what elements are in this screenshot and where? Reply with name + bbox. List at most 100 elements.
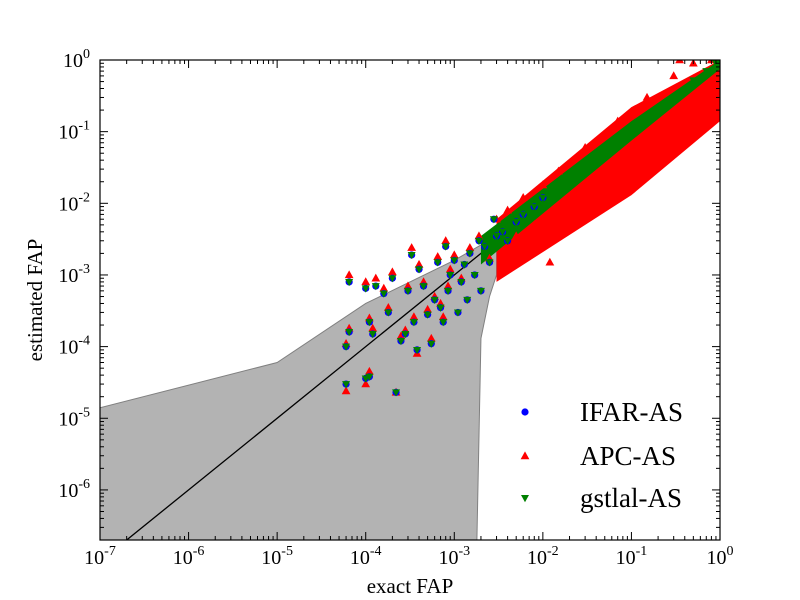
legend-label: IFAR-AS <box>580 397 683 427</box>
gstlal-AS-point <box>409 319 418 327</box>
y-tick-label: 100 <box>63 47 90 72</box>
APC-AS-point <box>396 331 406 340</box>
dense-point-mass <box>480 60 720 282</box>
x-tick-label: 10-6 <box>173 544 205 569</box>
gstlal-AS-point <box>465 250 474 258</box>
x-tick-label: 100 <box>707 544 734 569</box>
gstlal-AS-point <box>450 257 459 265</box>
gstlal-AS-point <box>365 319 374 327</box>
gstlal-AS-point <box>489 216 498 224</box>
gstlal-AS-point <box>415 266 424 274</box>
APC-AS-point <box>433 252 443 260</box>
APC-AS-point <box>545 257 555 266</box>
gstlal-AS-point <box>485 259 494 267</box>
gstlal-AS-point <box>565 175 574 183</box>
gstlal-AS-series <box>342 60 720 397</box>
gstlal-AS-point <box>643 116 652 124</box>
x-tick-label: 10-5 <box>261 544 293 569</box>
APC-AS-point <box>653 127 663 135</box>
x-tick-label: 10-3 <box>438 544 470 569</box>
gstlal-AS-point <box>427 340 436 348</box>
APC-AS-point <box>344 270 354 279</box>
gstlal-AS-point <box>384 309 393 317</box>
gstlal-AS-point <box>345 329 354 337</box>
APC-AS-point <box>529 220 539 229</box>
axis-ticks: 10-7 10-6 10-5 10-4 10-3 10-2 10-1 100 10-6 10-5 1… <box>58 47 733 569</box>
gstlal-AS-point <box>371 283 380 291</box>
APC-AS-point <box>383 303 393 311</box>
gstlal-AS-point <box>379 290 388 298</box>
APC-AS-point <box>565 195 574 204</box>
APC-AS-point <box>613 116 623 125</box>
legend-marker-IFAR-AS <box>521 408 529 416</box>
gstlal-AS-point <box>365 373 374 381</box>
APC-AS-point <box>365 366 374 375</box>
APC-AS-point <box>426 333 436 342</box>
x-axis-label: exact FAP <box>367 574 454 598</box>
APC-AS-point <box>511 231 521 240</box>
APC-AS-point <box>403 281 413 290</box>
gstlal-AS-point <box>407 252 416 260</box>
APC-AS-point <box>474 231 484 240</box>
plot-frame <box>99 59 721 541</box>
gstlal-AS-point <box>345 278 354 287</box>
gstlal-AS-point <box>444 287 453 296</box>
x-tick-label: 10-7 <box>84 544 116 569</box>
gstlal-AS-point <box>600 147 609 155</box>
gstlal-AS-point <box>403 287 412 296</box>
gstlal-AS-point <box>581 166 590 174</box>
gstlal-AS-point <box>388 275 397 283</box>
APC-AS-point <box>518 193 528 201</box>
y-tick-label: 10-2 <box>58 190 90 215</box>
gstlal-AS-point <box>538 194 547 202</box>
APC-AS-point <box>361 379 371 388</box>
gstlal-AS-point <box>401 331 410 339</box>
gstlal-AS-point <box>441 243 450 251</box>
APC-AS-point <box>361 277 371 286</box>
gstlal-AS-point <box>396 337 405 346</box>
gstlal-AS-point <box>368 331 377 339</box>
y-axis-label: estimated FAP <box>23 239 47 362</box>
legend-entry: APC-AS <box>520 441 676 471</box>
APC-AS-point <box>503 205 512 214</box>
gstlal-AS-point <box>342 343 351 351</box>
gstlal-AS-point <box>627 127 636 135</box>
gstlal-AS-point <box>613 139 622 147</box>
APC-AS-point <box>538 180 548 189</box>
gstlal-AS-point <box>530 203 539 211</box>
legend-marker-APC-AS <box>520 451 530 460</box>
y-tick-label: 10-5 <box>58 405 90 430</box>
legend-label: APC-AS <box>580 441 676 471</box>
x-tick-label: 10-4 <box>350 544 382 569</box>
gstlal-AS-point <box>554 185 563 193</box>
gstlal-AS-point <box>439 319 448 327</box>
gstlal-AS-point <box>476 287 485 296</box>
legend-entry: IFAR-AS <box>521 397 683 427</box>
APC-AS-point <box>669 71 679 80</box>
gstlal-AS-point <box>512 218 521 227</box>
legend-entry: gstlal-AS <box>521 483 682 513</box>
confidence-band-area <box>100 235 498 540</box>
APC-AS-point <box>627 148 636 157</box>
gstlal-AS-point <box>463 296 472 305</box>
gstlal-AS-point <box>446 272 455 280</box>
y-tick-label: 10-3 <box>58 262 90 287</box>
gstlal-AS-point <box>470 272 479 280</box>
gstlal-AS-point <box>519 211 528 219</box>
gstlal-AS-point <box>474 237 483 245</box>
APC-AS-point <box>695 98 705 107</box>
APC-AS-point <box>711 76 720 85</box>
gstlal-AS-point <box>436 304 445 312</box>
APC-AS-point <box>554 166 563 175</box>
APC-AS-point <box>409 312 419 321</box>
gstlal-AS-point <box>654 105 663 113</box>
gstlal-AS-point <box>480 243 489 251</box>
gstlal-AS-point <box>361 285 370 293</box>
APC-AS-point <box>443 281 453 290</box>
y-tick-label: 10-6 <box>58 477 90 502</box>
APC-AS-point <box>388 267 397 276</box>
gstlal-AS-point <box>453 309 462 317</box>
gstlal-AS-point <box>492 233 501 241</box>
gstlal-AS-point <box>413 346 422 355</box>
APC-AS-point <box>680 108 690 117</box>
